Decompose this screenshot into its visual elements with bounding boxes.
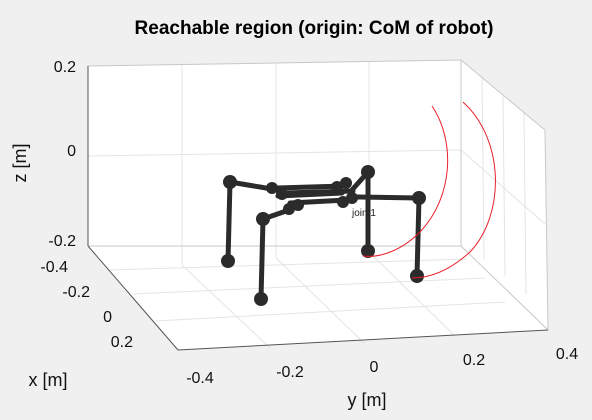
joint [410, 269, 424, 283]
joint [331, 181, 343, 193]
joint [283, 203, 295, 215]
z-tick-label: 0 [67, 143, 76, 160]
joint [346, 192, 358, 204]
reach-curve-2 [411, 101, 496, 279]
z-tick-label: 0.2 [54, 59, 76, 76]
reach-curve-1 [362, 105, 449, 257]
joint [223, 175, 237, 189]
joint [340, 177, 352, 189]
reach-curves [362, 101, 496, 279]
y-tick-label: -0.2 [276, 364, 304, 381]
joint [412, 191, 426, 205]
robot-body [225, 169, 422, 302]
joint [276, 188, 288, 200]
axes-frame [87, 66, 549, 351]
joint [266, 182, 278, 194]
axes-box [87, 59, 549, 331]
joint [254, 292, 268, 306]
grid [87, 62, 546, 349]
x-tick-label: 0 [103, 309, 112, 326]
y-tick-label: 0.4 [556, 346, 578, 363]
robot-joints [221, 165, 426, 306]
z-tick-label: -0.2 [48, 233, 76, 250]
y-axis-label: y [m] [348, 390, 387, 410]
x-tick-label: 0.2 [111, 334, 133, 351]
annotation-joint1: joint1 [351, 208, 376, 219]
x-axis-label: x [m] [29, 370, 68, 390]
y-tick-label: 0.2 [463, 352, 485, 369]
y-tick-label: -0.4 [186, 370, 214, 387]
z-axis-label: z [m] [10, 144, 30, 183]
axes-face-back [88, 60, 548, 350]
joint [337, 196, 349, 208]
joint [361, 165, 375, 179]
joint [221, 254, 235, 268]
joint [256, 212, 270, 226]
joint [361, 244, 375, 258]
y-tick-label: 0 [370, 359, 379, 376]
x-tick-label: -0.4 [40, 259, 68, 276]
x-tick-label: -0.2 [62, 284, 90, 301]
joint [292, 199, 304, 211]
chart-title: Reachable region (origin: CoM of robot) [135, 18, 494, 39]
